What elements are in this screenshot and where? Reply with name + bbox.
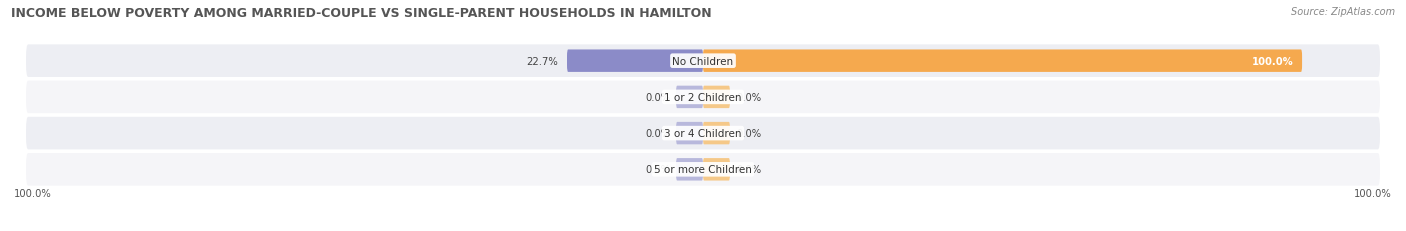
Text: 0.0%: 0.0% (645, 165, 671, 175)
Text: INCOME BELOW POVERTY AMONG MARRIED-COUPLE VS SINGLE-PARENT HOUSEHOLDS IN HAMILTO: INCOME BELOW POVERTY AMONG MARRIED-COUPL… (11, 7, 711, 20)
Text: 100.0%: 100.0% (1251, 56, 1294, 66)
Text: 0.0%: 0.0% (735, 128, 761, 139)
Text: 0.0%: 0.0% (645, 128, 671, 139)
FancyBboxPatch shape (676, 158, 703, 181)
Text: No Children: No Children (672, 56, 734, 66)
FancyBboxPatch shape (676, 86, 703, 109)
Text: 0.0%: 0.0% (735, 165, 761, 175)
Text: 100.0%: 100.0% (14, 188, 52, 198)
Text: Source: ZipAtlas.com: Source: ZipAtlas.com (1291, 7, 1395, 17)
Text: 22.7%: 22.7% (526, 56, 558, 66)
FancyBboxPatch shape (27, 117, 1379, 150)
Text: 0.0%: 0.0% (735, 92, 761, 103)
FancyBboxPatch shape (703, 50, 1302, 73)
Text: 3 or 4 Children: 3 or 4 Children (664, 128, 742, 139)
FancyBboxPatch shape (676, 122, 703, 145)
Text: 1 or 2 Children: 1 or 2 Children (664, 92, 742, 103)
FancyBboxPatch shape (567, 50, 703, 73)
FancyBboxPatch shape (703, 122, 730, 145)
FancyBboxPatch shape (703, 158, 730, 181)
Text: 100.0%: 100.0% (1354, 188, 1392, 198)
FancyBboxPatch shape (27, 153, 1379, 186)
Text: 5 or more Children: 5 or more Children (654, 165, 752, 175)
FancyBboxPatch shape (27, 81, 1379, 114)
Text: 0.0%: 0.0% (645, 92, 671, 103)
FancyBboxPatch shape (703, 86, 730, 109)
FancyBboxPatch shape (27, 45, 1379, 78)
